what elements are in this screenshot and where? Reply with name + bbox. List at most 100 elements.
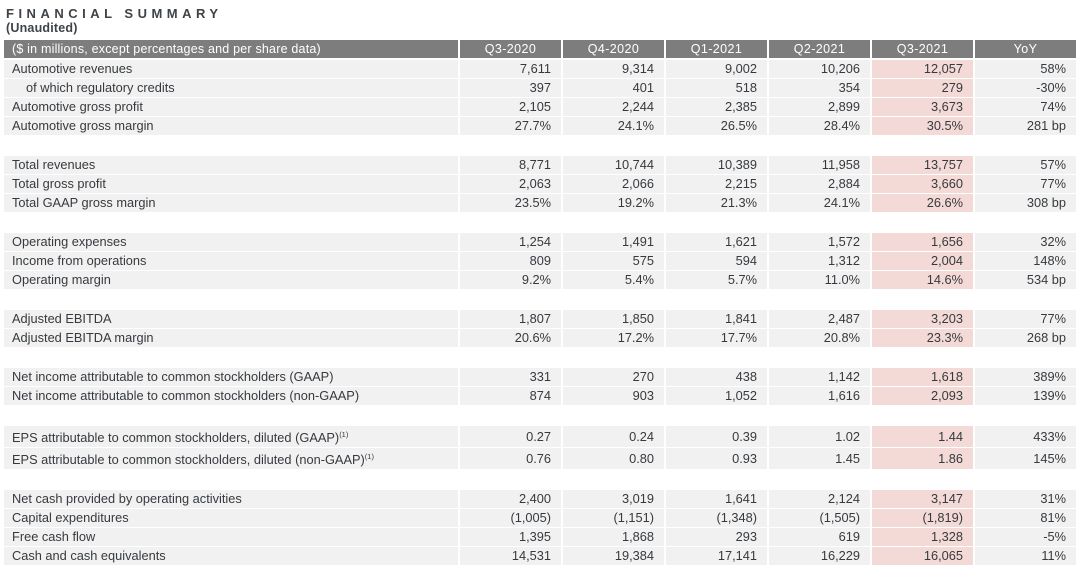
cell-q1-2021: 10,389	[664, 156, 767, 175]
row-label: Total revenues	[4, 156, 458, 175]
cell-q3-2021: 3,660	[870, 175, 973, 194]
row-label-text: Adjusted EBITDA margin	[12, 330, 154, 345]
row-label-text: Automotive gross profit	[12, 99, 143, 114]
row-label: EPS attributable to common stockholders,…	[4, 426, 458, 448]
row-label: Net income attributable to common stockh…	[4, 387, 458, 406]
section-spacer-row	[4, 406, 1076, 426]
cell-q3-2020: (1,005)	[458, 509, 561, 528]
row-label-text: Income from operations	[12, 253, 147, 268]
row-label: Net income attributable to common stockh…	[4, 368, 458, 387]
cell-q1-2021: 17,141	[664, 547, 767, 566]
column-header-q3-2021: Q3-2021	[870, 40, 973, 60]
cell-q3-2020: 2,105	[458, 98, 561, 117]
cell-q3-2021: 279	[870, 79, 973, 98]
cell-yoy: -5%	[973, 528, 1076, 547]
cell-q3-2021: 3,147	[870, 490, 973, 509]
cell-yoy: 281 bp	[973, 117, 1076, 136]
cell-q2-2021: 24.1%	[767, 194, 870, 213]
row-label: Net cash provided by operating activitie…	[4, 490, 458, 509]
cell-q1-2021: 0.93	[664, 448, 767, 470]
cell-q4-2020: 3,019	[561, 490, 664, 509]
column-header-yoy: YoY	[973, 40, 1076, 60]
cell-q4-2020: 10,744	[561, 156, 664, 175]
cell-q2-2021: 1.45	[767, 448, 870, 470]
page-subtitle: (Unaudited)	[6, 21, 78, 35]
cell-q4-2020: 903	[561, 387, 664, 406]
row-label-text: Automotive revenues	[12, 61, 133, 76]
cell-q2-2021: 1,312	[767, 252, 870, 271]
cell-q3-2021: 1.86	[870, 448, 973, 470]
cell-yoy: 81%	[973, 509, 1076, 528]
cell-q2-2021: 2,487	[767, 310, 870, 329]
section-spacer-row	[4, 470, 1076, 490]
cell-q3-2020: 397	[458, 79, 561, 98]
row-label: Adjusted EBITDA margin	[4, 329, 458, 348]
cell-q2-2021: 11.0%	[767, 271, 870, 290]
cell-q4-2020: 2,244	[561, 98, 664, 117]
section-spacer-cell	[4, 470, 1076, 490]
cell-q3-2020: 1,807	[458, 310, 561, 329]
cell-q3-2021: (1,819)	[870, 509, 973, 528]
cell-q4-2020: 1,491	[561, 233, 664, 252]
cell-q2-2021: 2,884	[767, 175, 870, 194]
row-label: Capital expenditures	[4, 509, 458, 528]
cell-q1-2021: 2,385	[664, 98, 767, 117]
cell-q1-2021: 594	[664, 252, 767, 271]
cell-q3-2020: 0.27	[458, 426, 561, 448]
table-row: Operating margin 9.2% 5.4% 5.7% 11.0% 14.6% 53…	[4, 271, 1076, 290]
cell-q4-2020: 0.24	[561, 426, 664, 448]
cell-q2-2021: 16,229	[767, 547, 870, 566]
cell-q4-2020: 2,066	[561, 175, 664, 194]
table-row: Automotive gross profit 2,105 2,244 2,385 2,…	[4, 98, 1076, 117]
cell-q1-2021: 438	[664, 368, 767, 387]
cell-q2-2021: 619	[767, 528, 870, 547]
cell-q3-2021: 30.5%	[870, 117, 973, 136]
cell-q2-2021: 11,958	[767, 156, 870, 175]
table-row: Capital expenditures (1,005) (1,151) (1,348…	[4, 509, 1076, 528]
cell-yoy: 77%	[973, 310, 1076, 329]
column-header-q3-2020: Q3-2020	[458, 40, 561, 60]
cell-q1-2021: 21.3%	[664, 194, 767, 213]
cell-q4-2020: 9,314	[561, 60, 664, 79]
cell-q1-2021: 1,641	[664, 490, 767, 509]
cell-q2-2021: 28.4%	[767, 117, 870, 136]
cell-q2-2021: 1.02	[767, 426, 870, 448]
row-label-text: Capital expenditures	[12, 510, 129, 525]
row-label-text: Cash and cash equivalents	[12, 548, 166, 563]
row-label: Cash and cash equivalents	[4, 547, 458, 566]
cell-yoy: 77%	[973, 175, 1076, 194]
table-row: Net cash provided by operating activitie…	[4, 490, 1076, 509]
cell-q3-2020: 331	[458, 368, 561, 387]
cell-q3-2020: 8,771	[458, 156, 561, 175]
header-row: ($ in millions, except percentages and p…	[4, 40, 1076, 60]
row-label: Automotive revenues	[4, 60, 458, 79]
cell-q2-2021: 2,124	[767, 490, 870, 509]
table-row: Total revenues 8,771 10,744 10,389 11,958 13,…	[4, 156, 1076, 175]
cell-q4-2020: 19.2%	[561, 194, 664, 213]
cell-q3-2021: 2,093	[870, 387, 973, 406]
row-label: Operating margin	[4, 271, 458, 290]
cell-q3-2020: 20.6%	[458, 329, 561, 348]
cell-q3-2021: 26.6%	[870, 194, 973, 213]
row-label-text: Total revenues	[12, 157, 96, 172]
cell-q3-2020: 7,611	[458, 60, 561, 79]
table-body: Automotive revenues 7,611 9,314 9,002 10,206…	[4, 60, 1076, 566]
cell-q4-2020: 0.80	[561, 448, 664, 470]
cell-yoy: 31%	[973, 490, 1076, 509]
cell-q3-2021: 23.3%	[870, 329, 973, 348]
table-row: Adjusted EBITDA margin 20.6% 17.2% 17.7% 20.…	[4, 329, 1076, 348]
row-label-text: of which regulatory credits	[26, 80, 175, 95]
cell-yoy: 57%	[973, 156, 1076, 175]
cell-q3-2021: 16,065	[870, 547, 973, 566]
row-label: EPS attributable to common stockholders,…	[4, 448, 458, 470]
cell-q3-2020: 2,063	[458, 175, 561, 194]
section-spacer-row	[4, 213, 1076, 233]
cell-q3-2021: 1,328	[870, 528, 973, 547]
cell-q4-2020: 17.2%	[561, 329, 664, 348]
cell-q3-2021: 12,057	[870, 60, 973, 79]
cell-q2-2021: 1,616	[767, 387, 870, 406]
cell-q4-2020: 19,384	[561, 547, 664, 566]
cell-q3-2020: 14,531	[458, 547, 561, 566]
cell-yoy: 534 bp	[973, 271, 1076, 290]
table-row: Net income attributable to common stockh…	[4, 368, 1076, 387]
